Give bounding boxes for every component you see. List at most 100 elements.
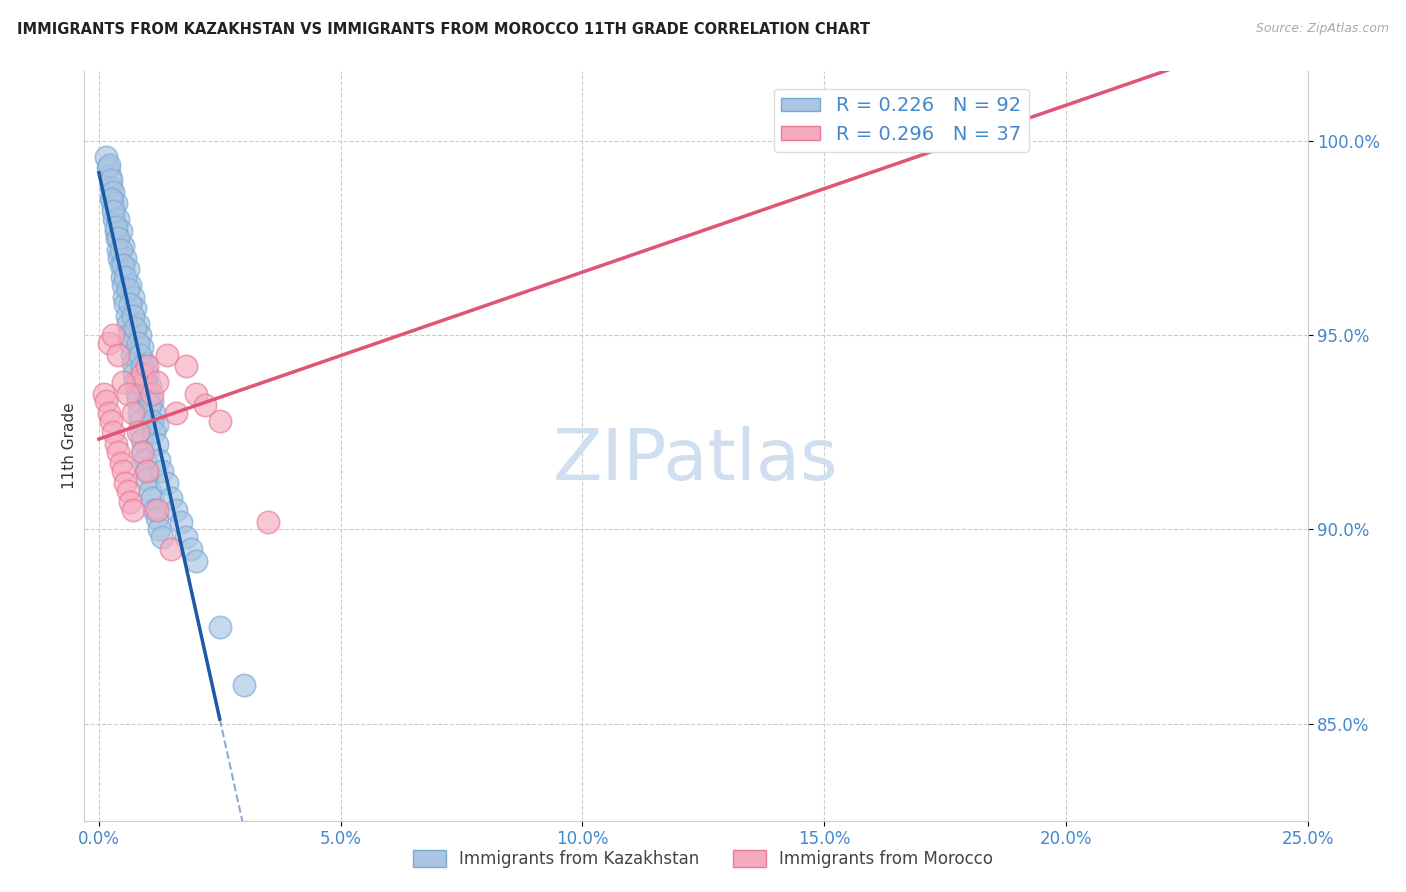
Point	[122, 367, 145, 381]
Point	[124, 301, 146, 315]
Point	[107, 445, 129, 459]
Point	[103, 425, 125, 440]
Point	[120, 297, 142, 311]
Point	[97, 161, 120, 176]
Point	[121, 309, 143, 323]
Point	[134, 375, 156, 389]
Point	[97, 336, 120, 351]
Point	[138, 483, 160, 498]
Point	[112, 375, 135, 389]
Point	[174, 359, 197, 374]
Point	[107, 211, 129, 226]
Point	[115, 309, 138, 323]
Point	[103, 185, 125, 199]
Point	[155, 348, 177, 362]
Point	[184, 553, 207, 567]
Point	[127, 394, 149, 409]
Point	[208, 414, 231, 428]
Point	[165, 503, 187, 517]
Point	[124, 320, 146, 334]
Point	[128, 406, 150, 420]
Point	[148, 523, 170, 537]
Point	[121, 355, 143, 369]
Point	[143, 406, 166, 420]
Point	[121, 503, 143, 517]
Point	[138, 398, 160, 412]
Point	[117, 317, 139, 331]
Point	[146, 503, 169, 517]
Point	[134, 452, 156, 467]
Point	[136, 386, 159, 401]
Point	[110, 457, 132, 471]
Point	[160, 491, 183, 506]
Point	[138, 379, 160, 393]
Point	[110, 259, 132, 273]
Legend: R = 0.226   N = 92, R = 0.296   N = 37: R = 0.226 N = 92, R = 0.296 N = 37	[773, 88, 1029, 152]
Legend: Immigrants from Kazakhstan, Immigrants from Morocco: Immigrants from Kazakhstan, Immigrants f…	[406, 843, 1000, 875]
Point	[100, 181, 122, 195]
Point	[127, 375, 149, 389]
Point	[107, 243, 129, 257]
Point	[120, 495, 142, 509]
Text: Source: ZipAtlas.com: Source: ZipAtlas.com	[1256, 22, 1389, 36]
Point	[148, 452, 170, 467]
Point	[135, 464, 157, 478]
Point	[184, 386, 207, 401]
Point	[194, 398, 217, 412]
Point	[165, 406, 187, 420]
Point	[118, 328, 141, 343]
Point	[120, 277, 142, 292]
Point	[141, 491, 163, 506]
Point	[170, 515, 193, 529]
Point	[117, 483, 139, 498]
Point	[103, 211, 125, 226]
Point	[132, 445, 155, 459]
Point	[174, 530, 197, 544]
Point	[101, 193, 124, 207]
Point	[105, 231, 128, 245]
Point	[103, 200, 125, 214]
Point	[97, 406, 120, 420]
Point	[112, 289, 135, 303]
Point	[155, 475, 177, 490]
Point	[104, 219, 127, 234]
Point	[97, 157, 120, 171]
Point	[129, 348, 152, 362]
Point	[104, 223, 127, 237]
Point	[131, 445, 153, 459]
Point	[129, 414, 152, 428]
Point	[117, 282, 139, 296]
Point	[127, 336, 149, 351]
Point	[112, 464, 135, 478]
Point	[131, 425, 153, 440]
Point	[134, 355, 156, 369]
Point	[160, 541, 183, 556]
Text: ZIPatlas: ZIPatlas	[553, 426, 839, 495]
Point	[100, 173, 122, 187]
Point	[114, 297, 136, 311]
Point	[107, 231, 129, 245]
Point	[111, 270, 134, 285]
Point	[136, 359, 159, 374]
Point	[146, 511, 169, 525]
Point	[112, 259, 135, 273]
Point	[94, 150, 117, 164]
Point	[125, 386, 148, 401]
Point	[110, 223, 132, 237]
Point	[257, 515, 280, 529]
Point	[131, 359, 153, 374]
Point	[108, 251, 131, 265]
Point	[141, 414, 163, 428]
Point	[127, 425, 149, 440]
Point	[131, 367, 153, 381]
Point	[100, 193, 122, 207]
Point	[100, 414, 122, 428]
Point	[150, 530, 173, 544]
Point	[208, 619, 231, 633]
Point	[94, 394, 117, 409]
Point	[131, 433, 153, 447]
Point	[103, 204, 125, 219]
Point	[141, 386, 163, 401]
Point	[900, 115, 922, 129]
Point	[121, 348, 143, 362]
